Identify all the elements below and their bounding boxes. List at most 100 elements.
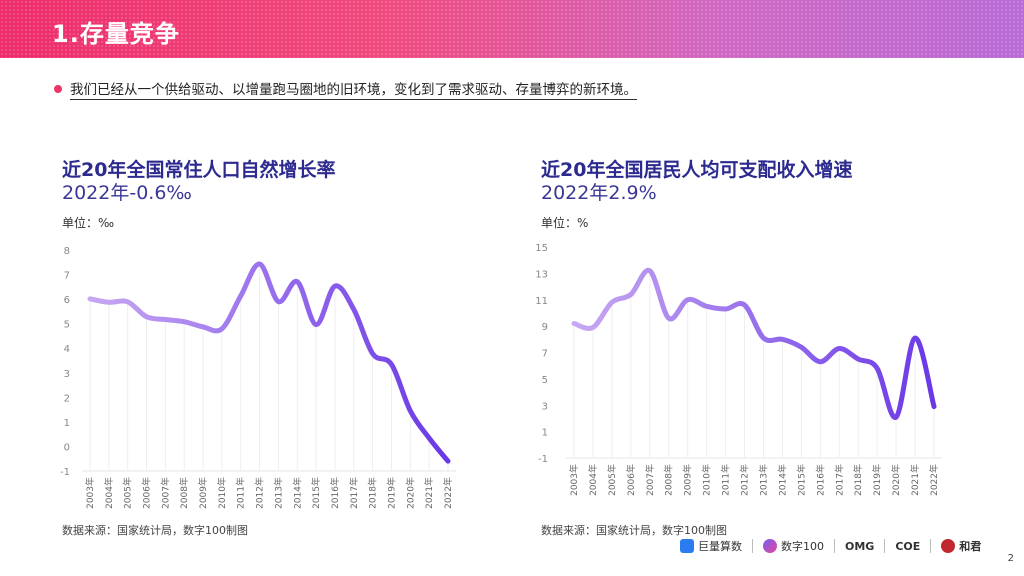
y-tick-label: 15 (535, 243, 548, 254)
x-tick-label: 2016年 (329, 477, 341, 509)
x-tick-label: 2015年 (795, 464, 807, 496)
data-point (164, 318, 167, 321)
logo-juliang: 巨量算数 (680, 538, 742, 554)
logo-divider (884, 539, 886, 553)
x-tick-label: 2019年 (871, 464, 883, 496)
page-number: 2 (1007, 553, 1014, 564)
data-point (914, 336, 917, 339)
juliang-logo-icon (680, 539, 694, 553)
x-tick-label: 2022年 (928, 464, 940, 496)
data-point (686, 298, 689, 301)
logo-divider (752, 539, 753, 553)
data-point (781, 338, 784, 341)
logo-omg: OMG (845, 539, 875, 553)
data-point (591, 326, 594, 329)
header-banner: 1.存量竞争 (0, 0, 1024, 58)
y-tick-label: 5 (542, 375, 548, 386)
x-tick-label: 2022年 (442, 477, 454, 509)
shuzi100-logo-icon (763, 539, 777, 553)
y-tick-label: 7 (542, 349, 548, 360)
x-tick-label: 2008年 (663, 464, 675, 496)
chart1-subtitle: 2022年-0.6‰ (62, 182, 192, 204)
data-point (648, 269, 651, 272)
x-tick-label: 2020年 (890, 464, 902, 496)
y-tick-label: 4 (64, 344, 70, 355)
data-point (800, 346, 803, 349)
x-tick-label: 2021年 (423, 477, 435, 509)
x-tick-label: 2015年 (310, 477, 322, 509)
data-point (183, 320, 186, 323)
hejun-logo-icon (941, 539, 956, 553)
bullet-dot (54, 85, 62, 93)
data-point (743, 304, 746, 307)
y-tick-label: 1 (64, 418, 70, 429)
x-tick-label: 2014年 (291, 477, 303, 509)
x-tick-label: 2010年 (701, 464, 713, 496)
data-point (107, 301, 110, 304)
data-point (629, 293, 632, 296)
chart2-title: 近20年全国居民人均可支配收入增速 (541, 159, 853, 181)
chart2-unit: 单位：% (541, 216, 589, 230)
data-point (573, 322, 576, 325)
intro-text: 我们已经从一个供给驱动、以增量跑马圈地的旧环境，变化到了需求驱动、存量博弈的新环… (70, 78, 637, 100)
data-point (126, 300, 129, 303)
x-tick-label: 2004年 (587, 464, 599, 496)
data-point (876, 367, 879, 370)
data-point (296, 280, 299, 283)
series-line (571, 267, 937, 420)
x-tick-label: 2007年 (644, 464, 656, 496)
x-tick-label: 2004年 (103, 477, 115, 509)
x-tick-label: 2010年 (216, 477, 228, 509)
x-tick-label: 2009年 (682, 464, 694, 496)
x-tick-label: 2014年 (776, 464, 788, 496)
data-point (409, 409, 412, 412)
x-tick-label: 2009年 (197, 477, 209, 509)
data-point (705, 305, 708, 308)
x-tick-label: 2011年 (235, 477, 247, 509)
y-tick-label: 6 (64, 295, 70, 306)
x-tick-label: 2006年 (625, 464, 637, 496)
data-point (610, 301, 613, 304)
data-point (220, 327, 223, 330)
data-point (239, 294, 242, 297)
data-point (857, 358, 860, 361)
x-tick-label: 2005年 (122, 477, 134, 509)
x-tick-label: 2013年 (272, 477, 284, 509)
x-tick-label: 2003年 (568, 464, 580, 496)
logo-hejun: 和君 (941, 538, 981, 554)
header-pattern (0, 0, 1024, 58)
data-point (277, 300, 280, 303)
x-tick-label: 2012年 (739, 464, 751, 496)
y-tick-label: 3 (542, 401, 548, 412)
data-point (89, 297, 92, 300)
chart2-source: 数据来源：国家统计局，数字100制图 (541, 524, 727, 537)
y-tick-label: 1 (542, 428, 548, 439)
logo-shuzi100: 数字100 (763, 538, 824, 554)
data-point (428, 437, 431, 440)
partner-logos: 巨量算数 数字100 OMG COE 和君 (680, 536, 991, 556)
y-tick-label: -1 (60, 467, 70, 478)
x-tick-label: 2018年 (852, 464, 864, 496)
page-title: 1.存量竞争 (52, 20, 180, 48)
x-tick-label: 2016年 (814, 464, 826, 496)
x-tick-label: 2013年 (757, 464, 769, 496)
data-point (371, 352, 374, 355)
data-point (315, 323, 318, 326)
y-tick-label: 2 (64, 393, 70, 404)
x-tick-label: 2011年 (720, 464, 732, 496)
data-point (838, 347, 841, 350)
y-tick-label: 13 (535, 269, 548, 280)
y-tick-label: 3 (64, 369, 70, 380)
logo-divider (930, 539, 932, 553)
x-tick-label: 2007年 (159, 477, 171, 509)
chart1-source: 数据来源：国家统计局，数字100制图 (62, 524, 248, 537)
x-tick-label: 2020年 (404, 477, 416, 509)
data-point (352, 308, 355, 311)
y-tick-label: 5 (64, 320, 70, 331)
data-point (762, 336, 765, 339)
data-point (333, 285, 336, 288)
x-tick-label: 2006年 (141, 477, 153, 509)
y-tick-label: 9 (542, 322, 548, 333)
data-point (724, 307, 727, 310)
logo-coe: COE (895, 539, 921, 553)
